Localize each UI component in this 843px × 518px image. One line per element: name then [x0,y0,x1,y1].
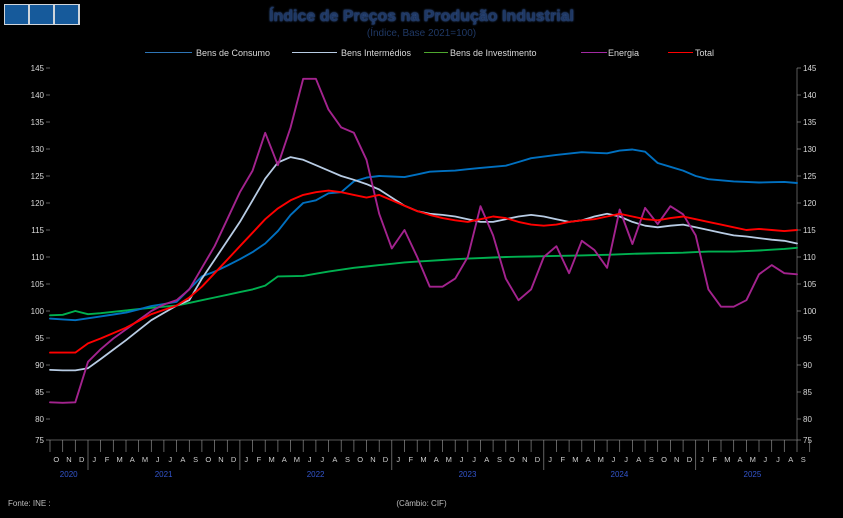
svg-text:120: 120 [31,199,45,208]
svg-text:145: 145 [803,64,817,73]
svg-text:M: M [116,455,122,464]
svg-text:N: N [218,455,223,464]
svg-text:O: O [509,455,515,464]
svg-text:A: A [332,455,337,464]
svg-text:D: D [535,455,541,464]
svg-text:D: D [79,455,85,464]
svg-text:110: 110 [803,253,816,262]
svg-text:N: N [66,455,71,464]
svg-text:145: 145 [31,64,45,73]
svg-text:A: A [180,455,185,464]
svg-text:115: 115 [31,226,44,235]
svg-text:A: A [434,455,439,464]
svg-text:M: M [142,455,148,464]
svg-text:100: 100 [31,307,45,316]
svg-text:A: A [788,455,793,464]
svg-text:F: F [105,455,110,464]
svg-text:75: 75 [803,436,812,445]
svg-text:75: 75 [35,436,44,445]
svg-text:135: 135 [31,118,45,127]
svg-text:90: 90 [35,361,44,370]
svg-text:80: 80 [803,415,812,424]
svg-text:A: A [282,455,287,464]
svg-text:J: J [92,455,96,464]
svg-text:140: 140 [803,91,817,100]
svg-text:J: J [472,455,476,464]
svg-text:J: J [460,455,464,464]
svg-text:M: M [750,455,756,464]
svg-text:N: N [522,455,527,464]
svg-text:125: 125 [31,172,45,181]
svg-text:M: M [420,455,426,464]
svg-text:A: A [636,455,641,464]
svg-text:A: A [484,455,489,464]
svg-text:2023: 2023 [459,470,477,479]
svg-text:F: F [712,455,717,464]
svg-text:115: 115 [803,226,816,235]
svg-text:120: 120 [803,199,817,208]
svg-text:J: J [320,455,324,464]
svg-text:F: F [561,455,566,464]
svg-text:M: M [294,455,300,464]
svg-text:O: O [53,455,59,464]
svg-text:125: 125 [803,172,817,181]
svg-text:N: N [674,455,679,464]
svg-text:F: F [257,455,262,464]
svg-text:S: S [193,455,198,464]
svg-text:90: 90 [803,361,812,370]
svg-text:J: J [156,455,160,464]
svg-text:M: M [724,455,730,464]
svg-text:N: N [370,455,375,464]
svg-text:M: M [268,455,274,464]
svg-text:M: M [598,455,604,464]
svg-text:135: 135 [803,118,817,127]
svg-text:105: 105 [31,280,45,289]
svg-text:M: M [572,455,578,464]
svg-text:130: 130 [31,145,45,154]
svg-text:100: 100 [803,307,817,316]
svg-text:O: O [661,455,667,464]
svg-text:140: 140 [31,91,45,100]
svg-text:O: O [205,455,211,464]
svg-text:J: J [624,455,628,464]
svg-text:S: S [801,455,806,464]
svg-text:J: J [776,455,780,464]
svg-text:J: J [244,455,248,464]
svg-text:D: D [231,455,237,464]
svg-text:J: J [168,455,172,464]
svg-text:2020: 2020 [60,470,78,479]
svg-text:2025: 2025 [744,470,762,479]
svg-text:J: J [396,455,400,464]
svg-text:85: 85 [803,388,812,397]
svg-text:D: D [687,455,693,464]
svg-text:95: 95 [35,334,44,343]
svg-text:J: J [548,455,552,464]
svg-text:S: S [345,455,350,464]
svg-text:2021: 2021 [155,470,173,479]
svg-text:2022: 2022 [307,470,325,479]
svg-text:110: 110 [31,253,44,262]
svg-text:F: F [409,455,414,464]
svg-text:80: 80 [35,415,44,424]
svg-text:S: S [497,455,502,464]
svg-text:O: O [357,455,363,464]
svg-text:J: J [700,455,704,464]
svg-text:2024: 2024 [611,470,629,479]
svg-text:D: D [383,455,389,464]
svg-text:A: A [130,455,135,464]
svg-text:95: 95 [803,334,812,343]
svg-text:J: J [612,455,616,464]
svg-text:M: M [446,455,452,464]
svg-text:85: 85 [35,388,44,397]
svg-text:130: 130 [803,145,817,154]
svg-text:A: A [737,455,742,464]
svg-text:105: 105 [803,280,817,289]
svg-text:J: J [763,455,767,464]
svg-text:A: A [586,455,591,464]
svg-text:S: S [649,455,654,464]
svg-text:J: J [308,455,312,464]
